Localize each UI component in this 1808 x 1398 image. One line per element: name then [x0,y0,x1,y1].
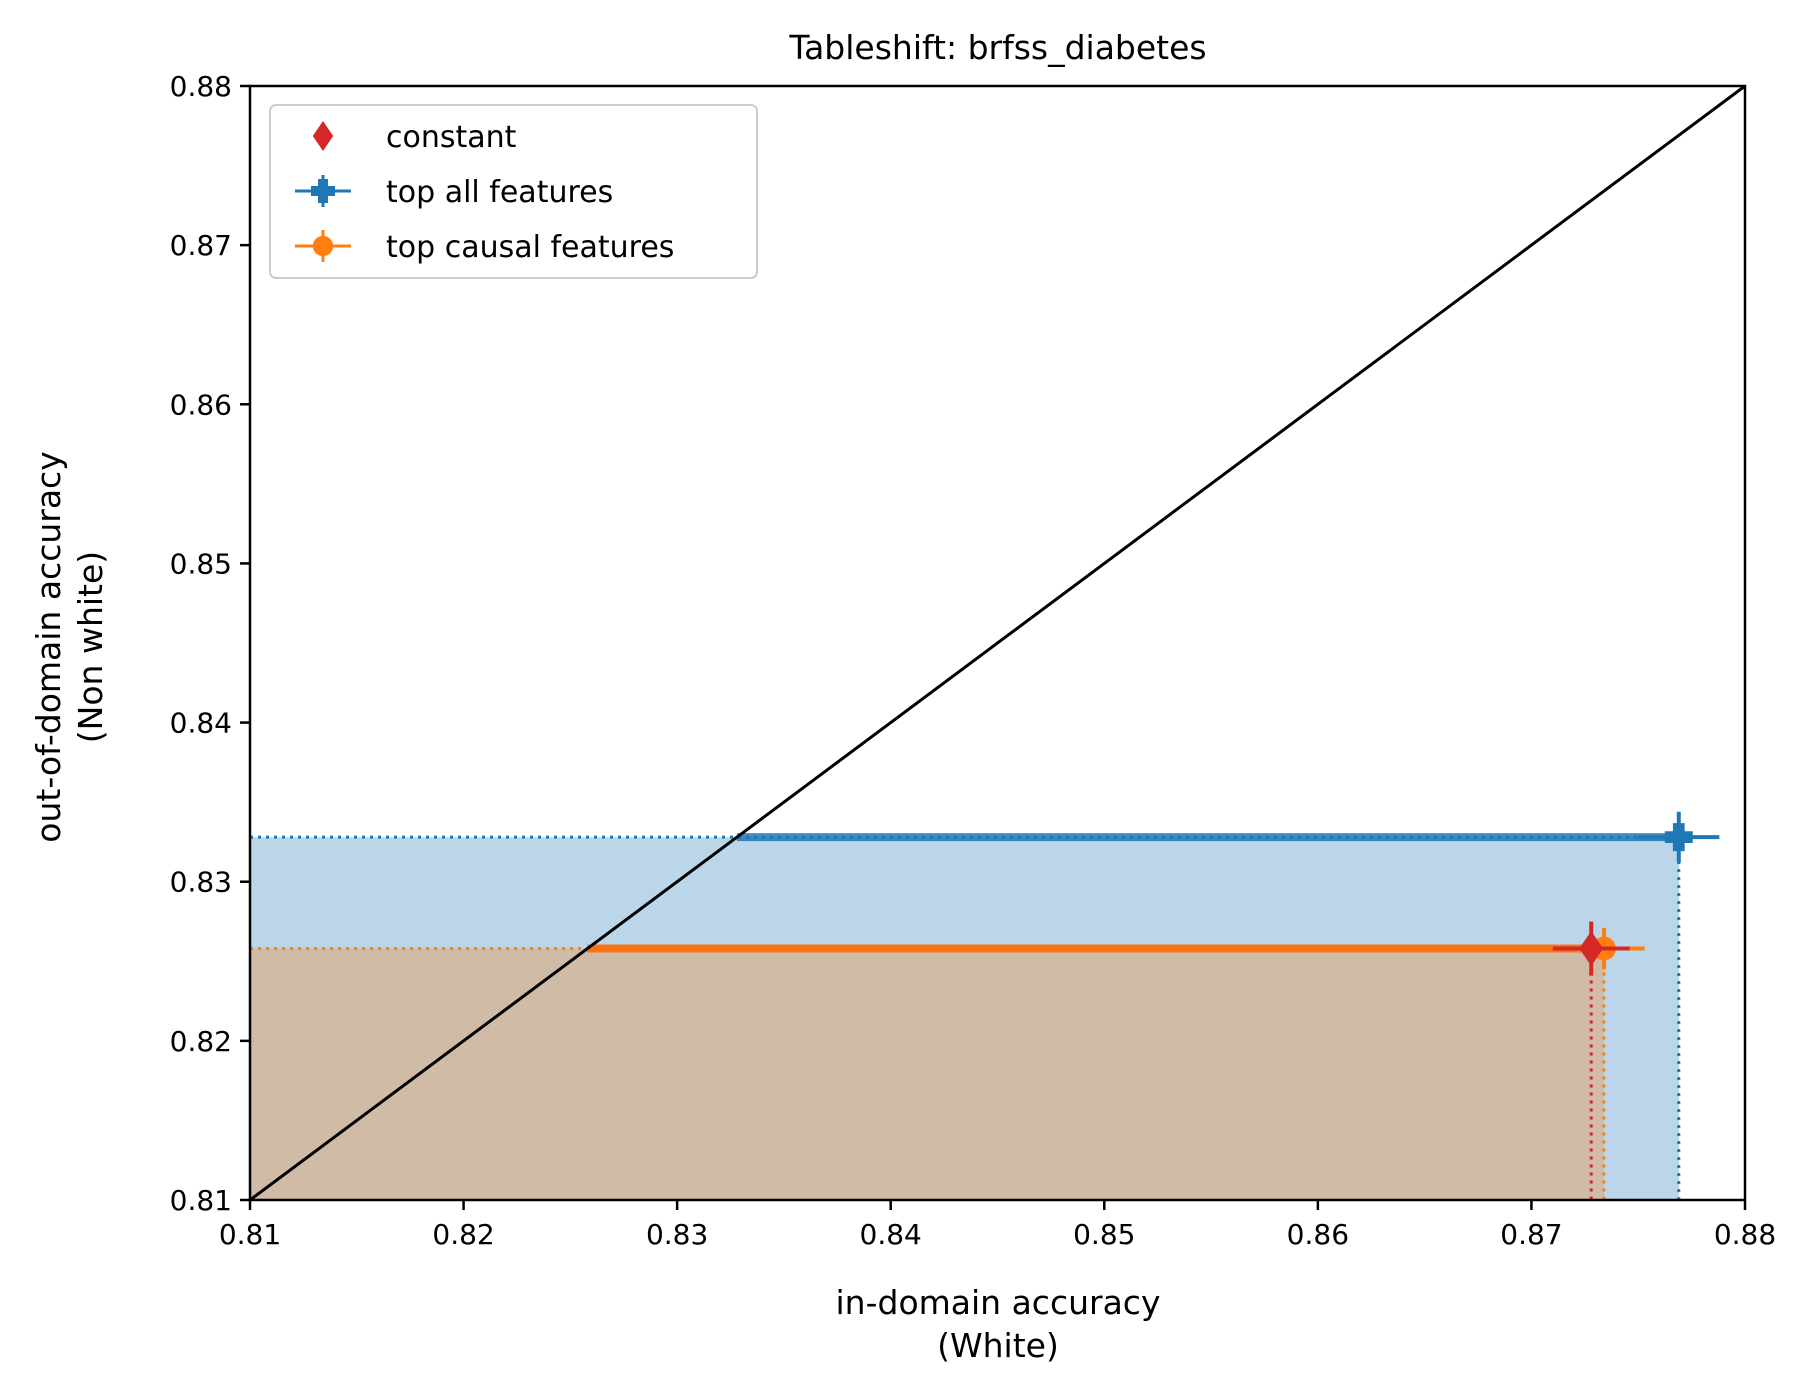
y-axis-label-line2: (Non white) [71,551,110,743]
y-tick-label-4: 0.85 [170,547,232,580]
y-tick-label-0: 0.81 [170,1184,232,1217]
legend-box [269,104,758,279]
x-tick-label-1: 0.82 [432,1218,494,1251]
y-tick-label-3: 0.84 [170,707,232,740]
data-point-1 [1664,823,1693,852]
legend-label-1: top all features [386,175,613,210]
legend-label-2: top causal features [386,230,674,265]
legend-marker-1 [311,179,335,203]
y-tick-label-6: 0.87 [170,229,232,262]
legend: constant top all features top causal featu… [269,104,758,279]
x-tick-label-7: 0.88 [1714,1218,1776,1251]
x-tick-label-0: 0.81 [219,1218,281,1251]
x-axis-label-line2: (White) [937,1326,1059,1365]
x-tick-label-2: 0.83 [646,1218,708,1251]
diagonal-line [249,84,1746,1202]
legend-label-0: constant [386,120,517,155]
chart-title: Tableshift: brfss_diabetes [788,28,1206,67]
y-tick-label-1: 0.82 [170,1025,232,1058]
y-tick-label-2: 0.83 [170,866,232,899]
y-axis-label-line1: out-of-domain accuracy [29,451,68,842]
plot-area [249,84,1746,1202]
legend-marker-0 [312,121,334,151]
x-tick-label-6: 0.87 [1500,1218,1562,1251]
y-tick-label-5: 0.86 [170,388,232,421]
y-tick-label-7: 0.88 [170,70,232,103]
plot-frame [248,84,1747,1202]
x-tick-label-4: 0.85 [1073,1218,1135,1251]
x-axis-label-line1: in-domain accuracy [836,1283,1161,1322]
data-point-0 [1579,931,1604,967]
axes: 0.81 0.82 0.83 0.84 0.85 0.86 0.87 0.88 0.81 0.82… [170,70,1777,1251]
x-tick-label-5: 0.86 [1287,1218,1349,1251]
x-tick-label-3: 0.84 [860,1218,922,1251]
legend-marker-2 [312,235,334,257]
shaded-region-1 [250,837,1679,1200]
shaded-region-2 [250,948,1605,1200]
